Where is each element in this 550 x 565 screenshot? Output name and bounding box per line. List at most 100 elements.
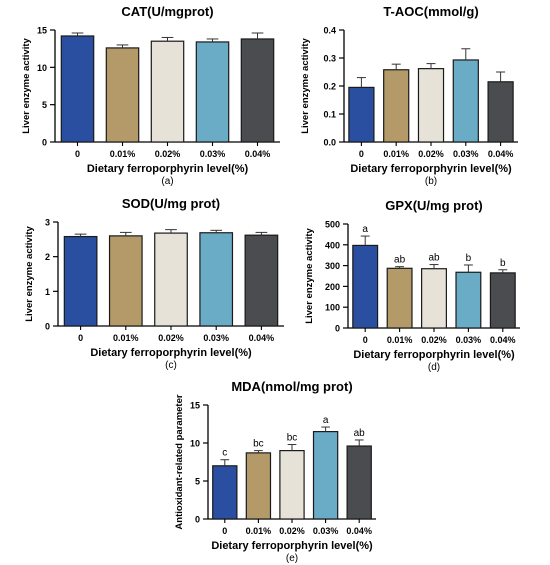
y-tick-label: 0.2 xyxy=(323,82,336,92)
y-tick-label: 0 xyxy=(42,138,47,148)
x-tick-label: 0 xyxy=(359,149,364,159)
x-axis-label: Dietary ferroporphyrin level(%) xyxy=(211,540,373,552)
panel-label: (b) xyxy=(425,176,437,187)
chart-panel-d: GPX(U/mg prot) 0 100 200 300 400 500 Liver enzy… xyxy=(304,198,520,373)
significance-label: c xyxy=(222,448,227,459)
x-tick-label: 0.02% xyxy=(279,526,305,536)
significance-label: b xyxy=(500,258,506,269)
bar xyxy=(455,271,482,329)
x-tick-label: 0.04% xyxy=(488,149,514,159)
x-axis-label: Dietary ferroporphyrin level(%) xyxy=(87,163,249,175)
y-tick-label: 0.1 xyxy=(323,110,336,120)
x-tick-label: 0.02% xyxy=(421,335,447,345)
y-tick-label: 2 xyxy=(45,252,50,262)
y-axis-label: Antioxidant-related parameter xyxy=(174,394,185,529)
bar xyxy=(348,86,375,143)
y-tick-label: 10 xyxy=(190,439,200,449)
x-tick-label: 0.02% xyxy=(158,333,184,343)
significance-label: ab xyxy=(394,255,406,266)
x-tick-label: 0.02% xyxy=(418,149,444,159)
y-tick-label: 15 xyxy=(37,26,47,36)
bar xyxy=(346,445,372,520)
bar xyxy=(150,40,185,143)
y-tick-label: 10 xyxy=(37,63,47,73)
significance-label: ab xyxy=(428,253,440,264)
significance-label: bc xyxy=(287,433,298,444)
bar xyxy=(199,232,234,327)
bar xyxy=(417,68,445,143)
x-tick-label: 0.03% xyxy=(456,335,482,345)
y-tick-label: 3 xyxy=(45,218,50,228)
bar xyxy=(352,244,379,329)
x-tick-label: 0.01% xyxy=(246,526,272,536)
bar xyxy=(386,267,413,329)
chart-panel-e: MDA(nmol/mg prot) 0 5 10 15 Antioxidant-relat… xyxy=(174,379,376,564)
bar xyxy=(487,81,514,143)
x-tick-label: 0.02% xyxy=(155,149,181,159)
panel-label: (c) xyxy=(165,360,177,371)
x-tick-label: 0.01% xyxy=(383,149,409,159)
x-axis-label: Dietary ferroporphyrin level(%) xyxy=(350,163,512,175)
bar xyxy=(195,41,230,143)
x-tick-label: 0.04% xyxy=(490,335,516,345)
x-tick-label: 0.03% xyxy=(200,149,226,159)
x-tick-label: 0 xyxy=(75,149,80,159)
y-tick-label: 100 xyxy=(325,303,340,313)
y-tick-label: 5 xyxy=(195,477,200,487)
bar xyxy=(108,235,143,327)
y-tick-label: 0 xyxy=(45,322,50,332)
y-tick-label: 5 xyxy=(42,100,47,110)
chart-panel-a: CAT(U/mgprot) 0 5 10 15 Liver enzyme activity… xyxy=(21,4,280,187)
x-tick-label: 0.04% xyxy=(245,149,271,159)
bar xyxy=(240,38,275,143)
y-tick-label: 0.0 xyxy=(323,138,336,148)
chart-title: T-AOC(mmol/g) xyxy=(383,4,478,19)
bar xyxy=(452,59,479,143)
x-tick-label: 0.04% xyxy=(249,333,275,343)
significance-label: a xyxy=(323,415,329,426)
x-tick-label: 0 xyxy=(78,333,83,343)
panel-label: (e) xyxy=(286,553,298,564)
y-axis-label: Liver enzyme activity xyxy=(304,227,315,323)
significance-label: ab xyxy=(354,428,366,439)
x-tick-label: 0.01% xyxy=(387,335,413,345)
y-tick-label: 300 xyxy=(325,261,340,271)
x-tick-label: 0.03% xyxy=(453,149,479,159)
bar xyxy=(244,234,279,327)
chart-title: CAT(U/mgprot) xyxy=(121,4,213,19)
significance-label: b xyxy=(466,253,472,264)
chart-title: MDA(nmol/mg prot) xyxy=(231,379,352,394)
chart-panel-c: SOD(U/mg prot) 0 1 2 3 Liver enzyme activity 0… xyxy=(24,196,284,371)
bar xyxy=(60,35,95,143)
x-tick-label: 0.03% xyxy=(313,526,339,536)
chart-title: GPX(U/mg prot) xyxy=(385,198,483,213)
bar xyxy=(105,47,140,143)
y-tick-label: 1 xyxy=(45,287,50,297)
x-axis-label: Dietary ferroporphyrin level(%) xyxy=(90,347,252,359)
bar xyxy=(63,235,98,327)
y-axis-label: Liver enzyme activity xyxy=(300,37,311,133)
y-tick-label: 400 xyxy=(325,240,340,250)
y-tick-label: 0.4 xyxy=(323,26,336,36)
bar xyxy=(312,431,339,520)
x-tick-label: 0.04% xyxy=(346,526,372,536)
x-tick-label: 0.03% xyxy=(203,333,229,343)
chart-panel-b: T-AOC(mmol/g) 0.0 0.1 0.2 0.3 0.4 Liver enzyme… xyxy=(300,4,518,187)
x-axis-label: Dietary ferroporphyrin level(%) xyxy=(353,349,515,361)
y-tick-label: 15 xyxy=(190,401,200,411)
bar xyxy=(489,272,516,329)
x-tick-label: 0.01% xyxy=(113,333,139,343)
bar xyxy=(245,452,272,520)
bar xyxy=(212,465,238,520)
y-tick-label: 0 xyxy=(335,324,340,334)
y-tick-label: 0 xyxy=(195,515,200,525)
x-tick-label: 0.01% xyxy=(110,149,136,159)
panel-label: (d) xyxy=(428,362,440,373)
x-tick-label: 0 xyxy=(222,526,227,536)
bar xyxy=(279,450,305,520)
significance-label: bc xyxy=(253,439,264,450)
y-axis-label: Liver enzyme activity xyxy=(21,37,32,133)
bar xyxy=(154,232,188,327)
y-axis-label: Liver enzyme activity xyxy=(24,225,35,321)
